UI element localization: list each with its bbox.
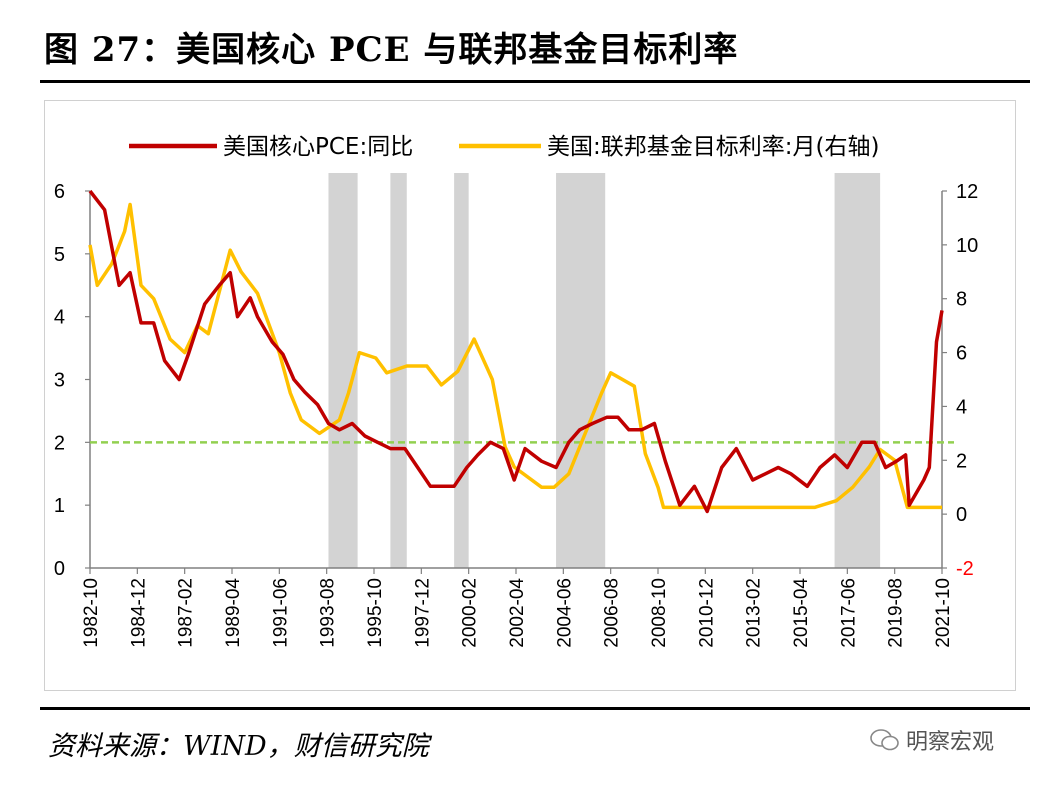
y-right-tick-label: -2 [956,558,974,580]
y-left-tick-labels: 0 1 2 3 4 5 6 [54,181,65,580]
x-tick-label: 2015-04 [791,578,812,648]
title-rule [40,80,1030,83]
legend-label-fed-funds-rate: 美国:联邦基金目标利率:月(右轴) [547,134,879,160]
legend-label-core-pce: 美国核心PCE:同比 [223,134,413,160]
x-tick-label: 2017-06 [838,578,859,648]
y-left-tick-label: 5 [54,244,65,266]
wechat-icon [870,729,899,751]
x-tick-label: 2021-10 [933,578,954,648]
watermark-text: 明察宏观 [906,730,995,755]
y-right-tick-label: 6 [956,343,967,365]
x-tick-label: 1997-12 [412,578,433,648]
x-tick-label: 1984-12 [128,578,149,648]
footer-rule [40,707,1030,710]
y-right-tick-label: 12 [956,181,978,203]
y-left-tick-label: 2 [54,432,65,454]
chart-svg: 1982-10 1984-12 1987-02 1989-04 1991-06 1993-… [54,134,978,648]
series-line-fed-funds-rate [88,202,942,510]
x-tick-label: 2000-02 [460,578,481,648]
y-left-tick-label: 4 [54,307,65,329]
figure-title: 图 27：美国核心 PCE 与联邦基金目标利率 [44,30,739,70]
source-note: 资料来源：WIND，财信研究院 [48,731,429,762]
x-tick-label: 2010-12 [696,578,717,648]
y-left-tick-label: 3 [54,370,65,392]
y-right-tick-label: 4 [956,396,967,418]
axes [85,190,947,574]
x-tick-label: 1995-10 [365,578,386,648]
x-tick-label: 2004-06 [554,578,575,648]
y-left-tick-label: 0 [54,558,65,580]
y-right-tick-label: 8 [956,289,967,311]
x-tick-label: 1982-10 [81,578,102,648]
y-right-tick-label: 10 [956,235,978,257]
x-tick-label: 1987-02 [176,578,197,648]
watermark: 明察宏观 [870,724,994,756]
shaded-periods [328,173,881,568]
series-lines [88,189,954,514]
legend: 美国核心PCE:同比 美国:联邦基金目标利率:月(右轴) [129,134,879,160]
y-right-tick-label: 2 [956,450,967,472]
series-line-core-pce [88,189,944,514]
x-tick-label: 2019-08 [886,578,907,648]
shaded-period-4 [834,173,881,568]
y-right-tick-labels: -2 0 2 4 6 8 10 12 [956,181,978,580]
x-tick-label: 1993-08 [318,578,339,648]
x-tick-labels: 1982-10 1984-12 1987-02 1989-04 1991-06 1993-… [81,578,954,648]
x-tick-label: 1991-06 [270,578,291,648]
chart-frame: 1982-10 1984-12 1987-02 1989-04 1991-06 1993-… [44,100,1016,691]
y-left-tick-label: 1 [54,495,65,517]
x-tick-label: 1989-04 [223,578,244,648]
x-tick-label: 2013-02 [744,578,765,648]
y-left-tick-label: 6 [54,181,65,203]
x-tick-label: 2006-08 [602,578,623,648]
y-right-tick-label: 0 [956,504,967,526]
x-tick-label: 2002-04 [507,578,528,648]
x-tick-label: 2008-10 [649,578,670,648]
shaded-period-3 [556,173,606,568]
